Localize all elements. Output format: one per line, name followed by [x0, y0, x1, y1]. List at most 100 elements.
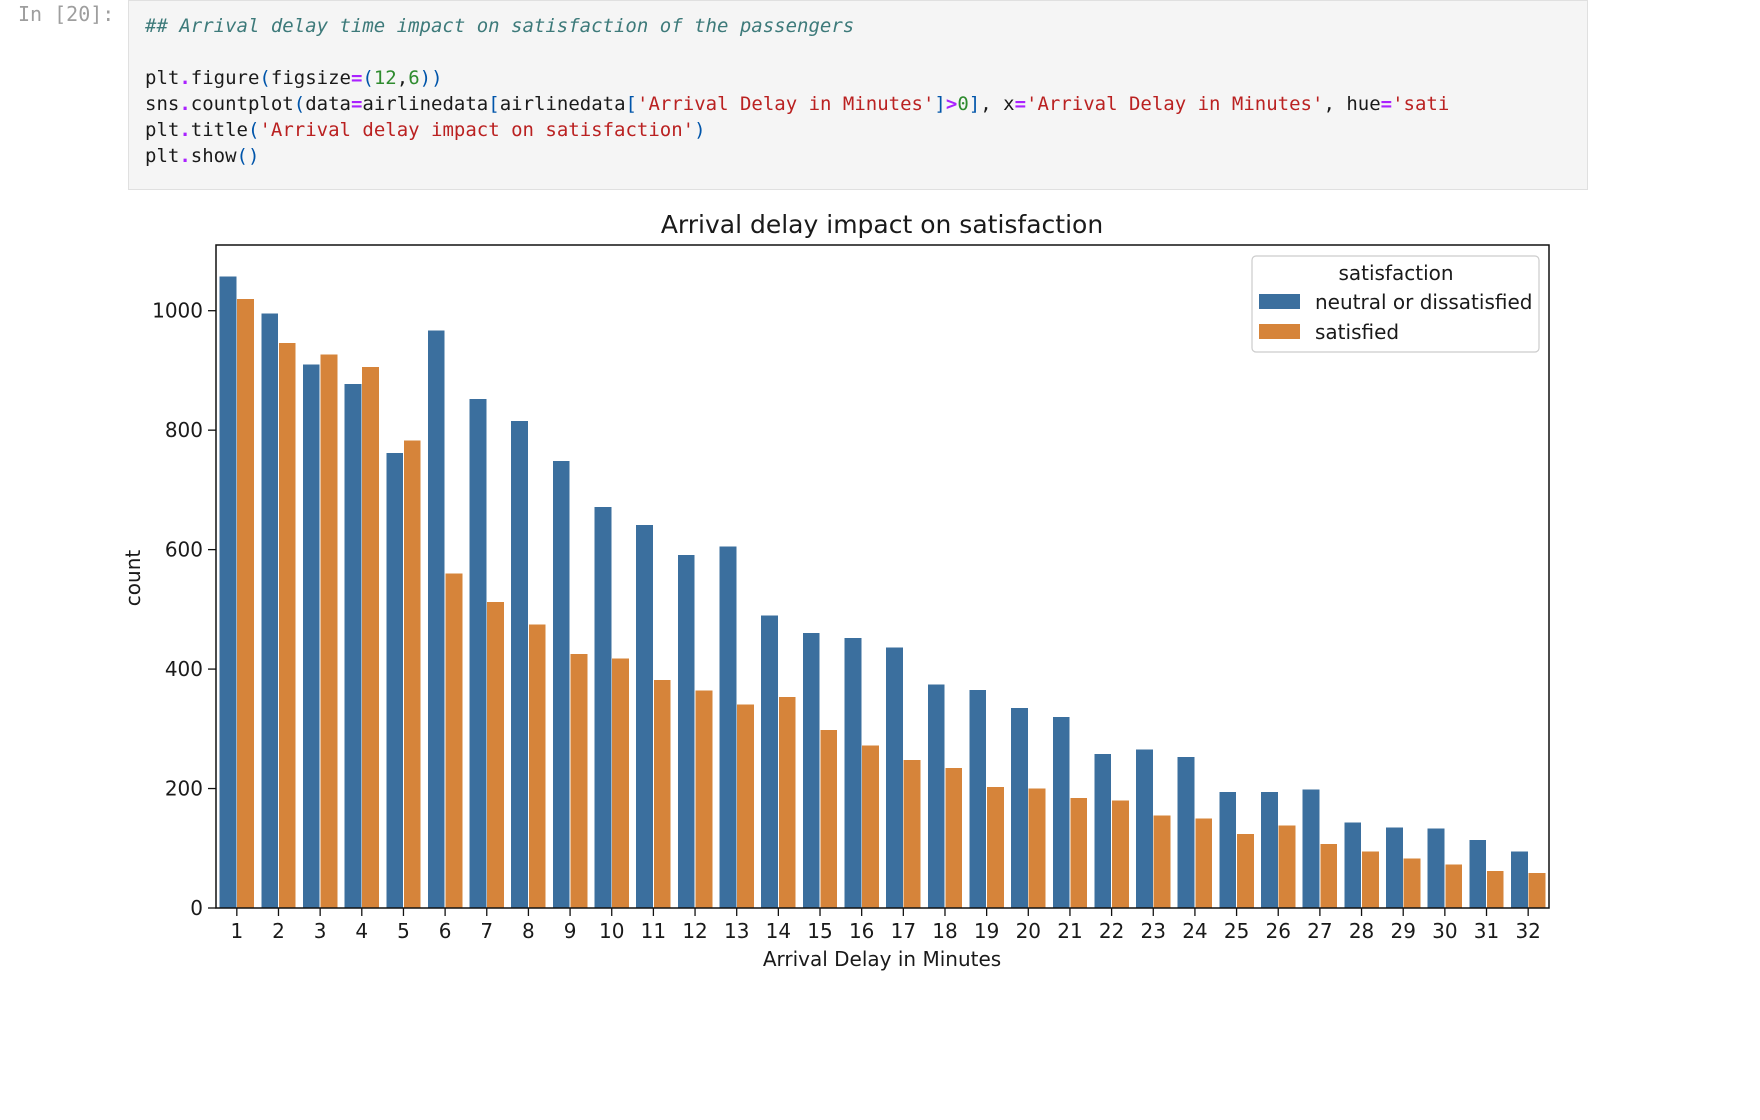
code-token: =	[1380, 93, 1393, 115]
code-token: sns	[145, 93, 180, 115]
x-tick-label: 25	[1224, 919, 1249, 943]
code-token: airlinedata	[499, 93, 626, 115]
bar-satisfied-19	[987, 786, 1004, 908]
code-token: 0	[957, 93, 969, 115]
code-token: ]	[934, 93, 946, 115]
bar-satisfied-28	[1361, 851, 1379, 908]
bar-neutral-or-dissatisfied-8	[511, 421, 529, 908]
code-token: >	[945, 93, 958, 115]
code-token: (	[247, 119, 260, 141]
bar-satisfied-7	[487, 602, 504, 908]
bar-neutral-or-dissatisfied-20	[1011, 707, 1028, 908]
bar-neutral-or-dissatisfied-32	[1510, 851, 1528, 908]
x-axis: 1 2 3 4 5 6 7 8 9 10 11 12 13 14 15 16 17 18 19 20 21 22 23 24 2…	[230, 908, 1541, 943]
code-token: show	[190, 145, 237, 167]
bar-neutral-or-dissatisfied-11	[636, 525, 653, 908]
bar-neutral-or-dissatisfied-12	[677, 555, 695, 908]
legend-swatch-satisfied	[1259, 324, 1300, 339]
code-token: ()	[236, 145, 260, 167]
code-line-figure: plt.figure(figsize=(12,6))	[145, 67, 443, 89]
x-tick-label: 21	[1057, 919, 1082, 943]
bar-neutral-or-dissatisfied-26	[1261, 792, 1278, 908]
code-token: data	[305, 93, 351, 115]
bar-neutral-or-dissatisfied-23	[1136, 749, 1153, 908]
bar-satisfied-22	[1112, 800, 1129, 908]
bar-satisfied-25	[1236, 833, 1254, 908]
bar-satisfied-30	[1445, 864, 1463, 908]
code-token: , hue	[1323, 93, 1381, 115]
x-tick-label: 13	[724, 919, 749, 943]
legend: satisfaction neutral or dissatisfied sat…	[1251, 255, 1540, 353]
bar-neutral-or-dissatisfied-21	[1052, 716, 1070, 908]
x-tick-label: 30	[1432, 919, 1457, 943]
code-token: =	[1014, 93, 1027, 115]
bar-satisfied-15	[820, 730, 838, 908]
x-tick-label: 7	[480, 919, 493, 943]
code-token: )	[431, 67, 443, 89]
x-tick-label: 5	[397, 919, 410, 943]
bar-satisfied-17	[903, 759, 921, 908]
bar-satisfied-18	[945, 768, 963, 908]
code-token: title	[190, 119, 248, 141]
bar-satisfied-13	[737, 704, 754, 908]
bar-neutral-or-dissatisfied-18	[927, 684, 945, 908]
code-token: )	[694, 119, 706, 141]
bar-satisfied-31	[1486, 870, 1504, 908]
code-token: ]	[968, 93, 981, 115]
x-tick-label: 16	[849, 919, 874, 943]
legend-label-neutral: neutral or dissatisfied	[1315, 290, 1532, 314]
bar-neutral-or-dissatisfied-9	[552, 461, 570, 908]
code-token: .	[179, 67, 191, 89]
code-token: 12	[373, 67, 397, 89]
bar-neutral-or-dissatisfied-5	[386, 452, 404, 908]
code-cell[interactable]: ## Arrival delay time impact on satisfac…	[128, 0, 1588, 190]
code-token: , x	[980, 93, 1015, 115]
code-token: countplot	[190, 93, 294, 115]
bar-neutral-or-dissatisfied-22	[1094, 753, 1112, 908]
x-tick-label: 27	[1307, 919, 1332, 943]
bar-neutral-or-dissatisfied-24	[1177, 756, 1195, 908]
x-tick-label: 28	[1349, 919, 1374, 943]
code-token: airlinedata	[362, 93, 489, 115]
x-tick-label: 29	[1390, 919, 1415, 943]
bar-satisfied-12	[695, 690, 713, 908]
bar-neutral-or-dissatisfied-28	[1344, 822, 1362, 908]
code-token: 'Arrival delay impact on satisfaction'	[259, 119, 695, 141]
bar-satisfied-4	[362, 366, 379, 909]
legend-swatch-neutral	[1259, 294, 1300, 309]
code-token: [	[488, 93, 500, 115]
code-token: .	[179, 93, 191, 115]
bar-satisfied-27	[1320, 844, 1338, 908]
bar-neutral-or-dissatisfied-19	[969, 689, 987, 908]
x-tick-label: 26	[1266, 919, 1291, 943]
bar-neutral-or-dissatisfied-29	[1386, 827, 1403, 908]
code-token: (	[293, 93, 306, 115]
x-axis-label: Arrival Delay in Minutes	[763, 947, 1001, 971]
x-tick-label: 6	[439, 919, 452, 943]
y-tick-label: 200	[165, 777, 203, 801]
x-tick-label: 22	[1099, 919, 1124, 943]
x-tick-label: 3	[314, 919, 327, 943]
code-line-show: plt.show()	[145, 145, 259, 167]
code-token: (	[362, 67, 374, 89]
bar-neutral-or-dissatisfied-4	[344, 384, 362, 908]
bar-satisfied-3	[320, 354, 338, 908]
x-tick-label: 11	[641, 919, 666, 943]
bar-neutral-or-dissatisfied-16	[844, 638, 862, 908]
code-line-countplot: sns.countplot(data=airlinedata[airlineda…	[145, 93, 1449, 115]
code-token: =	[350, 93, 363, 115]
code-token: )	[419, 67, 432, 89]
legend-label-satisfied: satisfied	[1315, 320, 1399, 344]
bar-satisfied-26	[1278, 825, 1296, 908]
code-token: ,	[396, 67, 409, 89]
bar-satisfied-8	[528, 624, 546, 908]
bar-neutral-or-dissatisfied-27	[1302, 789, 1320, 908]
bar-neutral-or-dissatisfied-10	[594, 507, 612, 908]
x-tick-label: 23	[1141, 919, 1166, 943]
y-tick-label: 1000	[152, 299, 203, 323]
bar-neutral-or-dissatisfied-14	[761, 615, 778, 908]
bar-satisfied-32	[1528, 872, 1546, 908]
bar-satisfied-21	[1070, 798, 1088, 908]
bar-neutral-or-dissatisfied-13	[719, 546, 737, 908]
